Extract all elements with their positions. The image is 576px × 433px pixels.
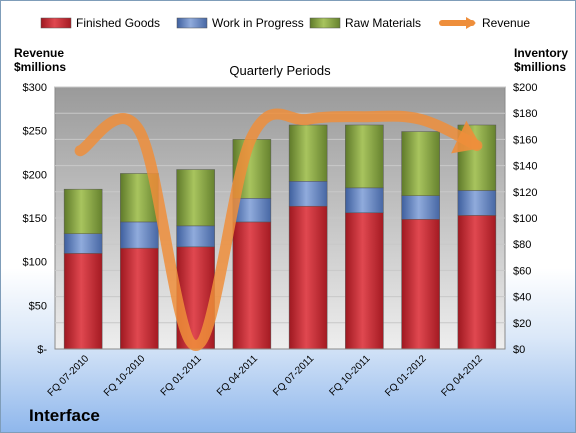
y-left-tick-label: $200 xyxy=(23,169,47,181)
y-right-tick-label: $140 xyxy=(513,161,537,173)
revenue-arrowhead xyxy=(451,120,483,154)
y-right-tick-label: $60 xyxy=(513,265,531,277)
bar-raw-materials xyxy=(345,124,384,189)
legend-swatch xyxy=(176,17,208,29)
y-left-tick-label: $100 xyxy=(23,257,47,269)
y-right-label-line2: $millions xyxy=(514,60,567,74)
y-left-tick-label: $150 xyxy=(23,213,47,225)
y-right-tick-label: $160 xyxy=(513,134,537,146)
legend-label: Raw Materials xyxy=(345,16,421,30)
legend-swatch xyxy=(40,17,72,29)
x-tick-label: FQ 10-2010 xyxy=(102,353,148,399)
x-tick-label: FQ 04-2012 xyxy=(439,353,485,399)
legend-arrow xyxy=(466,17,476,29)
bar-work-in-progress xyxy=(63,233,103,254)
bar-work-in-progress xyxy=(345,187,384,214)
x-tick-label: FQ 10-2011 xyxy=(328,353,373,398)
y-left-tick-label: $50 xyxy=(29,300,47,312)
bar-finished-goods xyxy=(345,212,384,350)
y-right-tick-label: $40 xyxy=(513,292,531,304)
bar-finished-goods xyxy=(457,215,497,350)
y-left-label-line2: $millions xyxy=(14,60,67,74)
y-right-tick-label: $180 xyxy=(513,108,537,120)
bar-raw-materials xyxy=(401,131,440,196)
legend-label: Revenue xyxy=(482,16,530,30)
legend-swatch xyxy=(309,17,341,29)
bar-work-in-progress xyxy=(288,181,328,207)
y-left-label: Revenue $millions xyxy=(14,46,66,74)
x-tick-label: FQ 07-2010 xyxy=(46,353,92,399)
y-left-tick-label: $300 xyxy=(23,82,47,94)
bar-finished-goods xyxy=(288,205,328,350)
y-right-tick-label: $80 xyxy=(513,239,531,251)
x-tick-label: FQ 04-2011 xyxy=(215,353,260,398)
x-tick-label: FQ 07-2011 xyxy=(271,353,316,398)
bar-raw-materials xyxy=(288,124,328,182)
x-tick-label: FQ 01-2012 xyxy=(383,353,429,399)
y-right-label: Inventory $millions xyxy=(514,46,568,74)
bar-finished-goods xyxy=(63,253,103,350)
bar-work-in-progress xyxy=(401,195,440,220)
bar-work-in-progress xyxy=(176,225,215,248)
legend-label: Finished Goods xyxy=(76,16,160,30)
y-left-tick-label: $250 xyxy=(23,126,47,138)
bar-work-in-progress xyxy=(120,221,159,249)
y-right-tick-label: $200 xyxy=(513,82,537,94)
y-left-tick-label: $- xyxy=(37,344,47,356)
y-right-tick-label: $20 xyxy=(513,318,531,330)
bar-finished-goods xyxy=(401,219,440,350)
y-right-label-line1: Inventory xyxy=(514,46,569,60)
y-right-tick-label: $120 xyxy=(513,187,537,199)
bar-finished-goods xyxy=(232,221,272,350)
chart-title: Quarterly Periods xyxy=(229,63,331,78)
y-right-tick-label: $0 xyxy=(513,344,525,356)
bar-work-in-progress xyxy=(457,190,497,216)
bar-raw-materials xyxy=(176,169,215,227)
y-right-tick-label: $100 xyxy=(513,213,537,225)
y-left-label-line1: Revenue xyxy=(14,46,65,60)
x-tick-label: FQ 01-2011 xyxy=(159,353,204,398)
bar-raw-materials xyxy=(63,188,103,234)
bar-finished-goods xyxy=(120,247,159,350)
series-line-revenue xyxy=(74,108,483,352)
company-name: Interface xyxy=(29,406,100,425)
legend-label: Work in Progress xyxy=(212,16,304,30)
